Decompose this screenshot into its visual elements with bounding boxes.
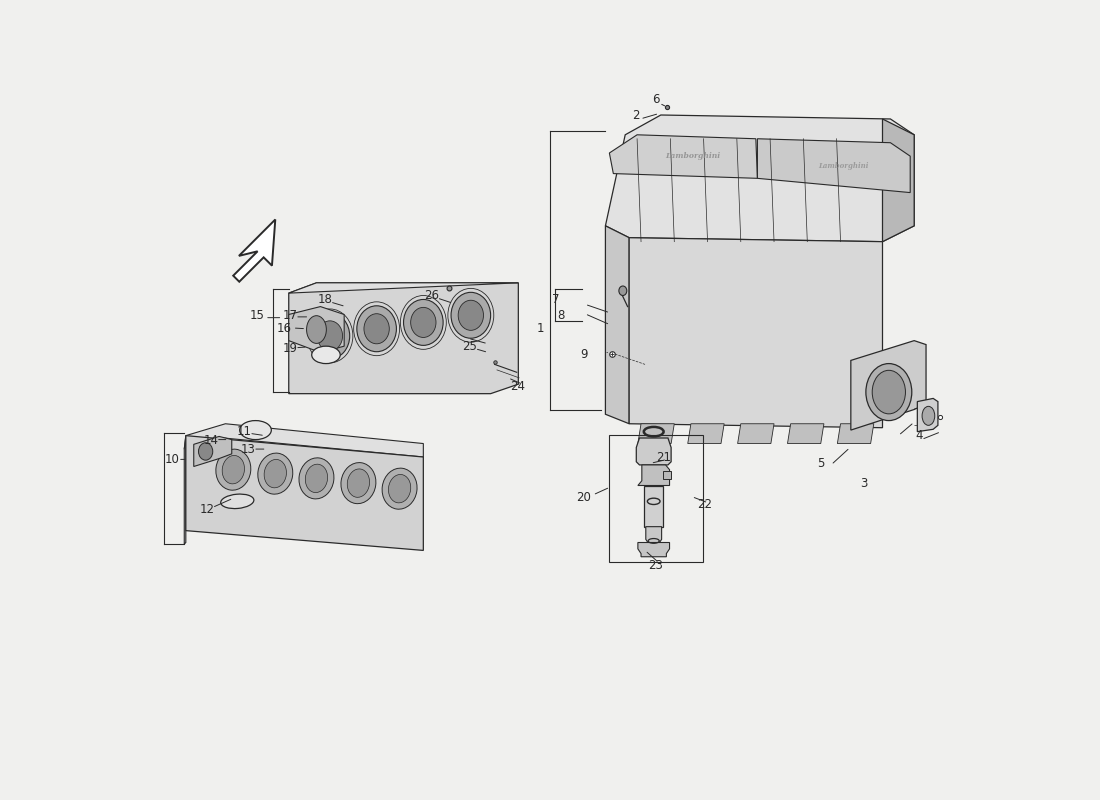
Ellipse shape (922, 406, 935, 426)
Polygon shape (688, 424, 724, 443)
Text: 25: 25 (463, 340, 477, 353)
Polygon shape (289, 283, 518, 394)
Ellipse shape (382, 468, 417, 509)
Ellipse shape (311, 346, 340, 363)
Text: 20: 20 (575, 491, 591, 504)
Polygon shape (788, 424, 824, 443)
Text: 17: 17 (283, 309, 298, 322)
Polygon shape (605, 115, 914, 242)
Ellipse shape (307, 316, 327, 343)
Polygon shape (605, 226, 629, 424)
Ellipse shape (240, 421, 272, 439)
Ellipse shape (306, 464, 328, 493)
Text: 16: 16 (276, 322, 292, 335)
Polygon shape (758, 138, 910, 193)
Text: 22: 22 (697, 498, 712, 511)
Text: 7: 7 (552, 293, 559, 306)
Ellipse shape (459, 300, 484, 330)
Ellipse shape (404, 299, 443, 346)
Text: 10: 10 (165, 453, 179, 466)
Text: 13: 13 (241, 443, 256, 456)
Polygon shape (850, 341, 926, 430)
Text: 2: 2 (631, 109, 639, 122)
Polygon shape (645, 486, 663, 526)
Ellipse shape (198, 442, 212, 460)
Ellipse shape (356, 306, 396, 352)
Polygon shape (837, 424, 873, 443)
Ellipse shape (222, 455, 244, 484)
Text: 18: 18 (318, 293, 332, 306)
Text: 11: 11 (236, 425, 252, 438)
Text: 21: 21 (657, 450, 671, 463)
Polygon shape (738, 424, 774, 443)
Polygon shape (917, 398, 938, 432)
Polygon shape (609, 134, 758, 178)
Text: Lamborghini: Lamborghini (817, 162, 868, 170)
Polygon shape (289, 306, 344, 353)
Polygon shape (638, 542, 670, 557)
Text: Lamborghini: Lamborghini (664, 152, 720, 160)
Polygon shape (882, 119, 914, 242)
Text: 5: 5 (817, 457, 824, 470)
Text: 9: 9 (581, 347, 587, 361)
Polygon shape (663, 471, 671, 479)
Ellipse shape (364, 314, 389, 344)
Polygon shape (636, 438, 671, 465)
Bar (609, 435, 703, 562)
Ellipse shape (866, 363, 912, 421)
Ellipse shape (221, 494, 254, 509)
Polygon shape (194, 437, 232, 466)
Ellipse shape (216, 449, 251, 490)
Polygon shape (185, 424, 424, 457)
Polygon shape (629, 238, 882, 428)
Text: 26: 26 (425, 289, 440, 302)
Polygon shape (186, 436, 424, 550)
Ellipse shape (872, 370, 905, 414)
Polygon shape (638, 465, 670, 486)
Ellipse shape (299, 458, 334, 499)
Ellipse shape (388, 474, 410, 503)
Polygon shape (185, 436, 186, 544)
Ellipse shape (410, 307, 436, 338)
Text: 23: 23 (648, 559, 662, 572)
Polygon shape (646, 526, 661, 544)
Text: 3: 3 (860, 477, 867, 490)
Text: 19: 19 (283, 342, 298, 355)
Ellipse shape (619, 286, 627, 295)
Text: 24: 24 (510, 380, 525, 393)
Polygon shape (289, 283, 518, 293)
Text: 12: 12 (200, 502, 214, 516)
Ellipse shape (348, 469, 370, 498)
Ellipse shape (264, 459, 286, 488)
Polygon shape (233, 219, 275, 282)
Text: 15: 15 (250, 309, 264, 322)
Ellipse shape (310, 313, 350, 359)
Ellipse shape (317, 321, 342, 351)
Ellipse shape (451, 292, 491, 338)
Text: 1: 1 (537, 322, 544, 335)
Ellipse shape (341, 462, 376, 504)
Text: 4: 4 (915, 429, 923, 442)
Text: 14: 14 (204, 434, 219, 447)
Polygon shape (638, 424, 674, 443)
Ellipse shape (257, 453, 293, 494)
Text: 6: 6 (652, 93, 660, 106)
Text: 8: 8 (558, 309, 564, 322)
